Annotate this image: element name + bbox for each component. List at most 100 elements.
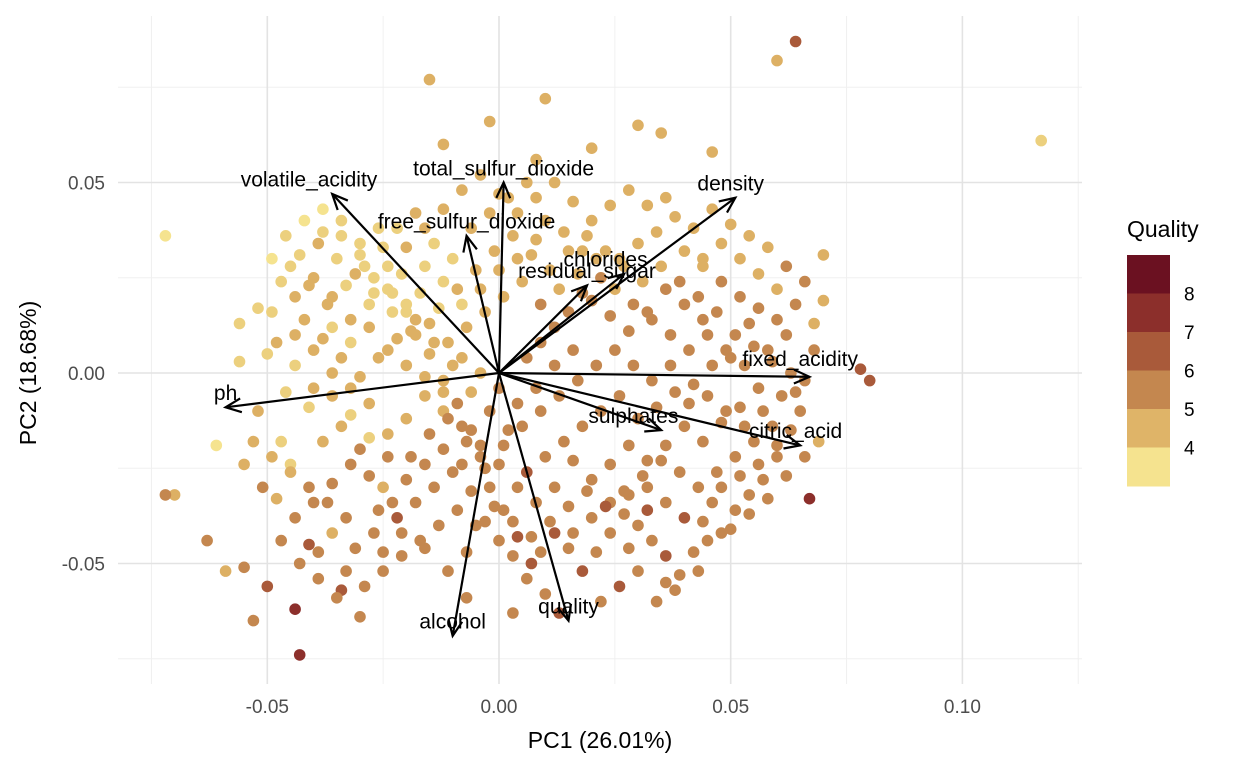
- data-point: [715, 237, 728, 250]
- data-point: [576, 245, 589, 257]
- data-point: [423, 317, 436, 330]
- data-point: [548, 176, 561, 189]
- legend-key: [1127, 370, 1170, 410]
- data-point: [275, 275, 288, 288]
- data-point: [521, 572, 533, 585]
- data-point: [419, 458, 431, 471]
- data-point: [210, 439, 223, 452]
- data-point: [340, 512, 352, 524]
- data-point: [590, 359, 603, 372]
- data-point: [678, 298, 691, 311]
- loading-arrows: [222, 179, 813, 639]
- data-point: [752, 382, 765, 395]
- scatter-points: [159, 35, 1047, 661]
- data-point: [780, 260, 793, 273]
- x-tick-label: 0.05: [712, 697, 749, 718]
- data-point: [650, 595, 663, 608]
- data-point: [335, 420, 348, 433]
- data-point: [697, 435, 709, 448]
- data-point: [669, 386, 681, 398]
- data-point: [724, 523, 737, 535]
- data-point: [317, 435, 329, 448]
- data-point: [604, 458, 616, 471]
- loading-label-volatile_acidity: volatile_acidity: [241, 169, 378, 192]
- data-point: [363, 298, 376, 311]
- data-point: [289, 603, 301, 615]
- data-point: [382, 451, 394, 463]
- data-point: [377, 546, 389, 558]
- data-point: [692, 291, 705, 303]
- data-point: [298, 214, 311, 227]
- data-point: [678, 512, 691, 524]
- data-point: [636, 470, 649, 482]
- data-point: [307, 382, 320, 395]
- data-point: [548, 481, 561, 494]
- data-point: [511, 481, 524, 494]
- data-point: [567, 344, 579, 356]
- data-point: [669, 584, 681, 596]
- data-point: [553, 607, 565, 619]
- data-point: [734, 291, 746, 303]
- data-point: [655, 260, 667, 273]
- loading-arrow-residual_sugar: [498, 284, 588, 374]
- data-point: [502, 191, 515, 204]
- data-point: [548, 527, 561, 539]
- loading-arrow-sulphates: [498, 371, 662, 432]
- data-point: [446, 252, 459, 265]
- data-point: [692, 481, 705, 494]
- data-point: [456, 352, 468, 364]
- data-point: [266, 252, 278, 265]
- data-point: [442, 412, 454, 425]
- data-point: [683, 397, 695, 410]
- data-point: [382, 344, 394, 356]
- data-point: [585, 214, 598, 227]
- data-point: [660, 496, 672, 509]
- loading-label-alcohol: alcohol: [419, 611, 486, 634]
- data-point: [465, 222, 478, 234]
- data-point: [159, 230, 172, 242]
- data-point: [363, 321, 376, 334]
- data-point: [762, 344, 774, 356]
- legend-title: Quality: [1127, 216, 1199, 242]
- data-point: [493, 534, 505, 547]
- data-point: [391, 512, 403, 524]
- data-point: [428, 336, 440, 349]
- data-point: [233, 317, 246, 330]
- data-point: [715, 527, 728, 539]
- data-point: [757, 405, 769, 417]
- data-point: [446, 359, 459, 372]
- data-point: [442, 565, 454, 577]
- data-point: [687, 378, 700, 391]
- data-point: [632, 119, 644, 132]
- data-point: [789, 298, 802, 311]
- data-point: [382, 428, 394, 440]
- data-point: [326, 367, 339, 379]
- data-point: [400, 241, 413, 254]
- y-tick-label: 0.00: [68, 364, 105, 385]
- data-point: [534, 546, 547, 558]
- data-point: [724, 218, 737, 231]
- data-point: [534, 405, 547, 417]
- data-point: [706, 359, 718, 372]
- loading-label-sulphates: sulphates: [588, 405, 678, 428]
- data-point: [752, 302, 765, 315]
- arrow-head-chlorides: [607, 272, 627, 290]
- data-point: [238, 458, 250, 471]
- data-point: [585, 142, 598, 154]
- data-point: [711, 306, 723, 318]
- data-point: [771, 283, 783, 296]
- data-point: [854, 363, 867, 376]
- data-point: [711, 466, 723, 478]
- data-point: [428, 237, 440, 250]
- data-point: [548, 359, 561, 372]
- data-point: [697, 313, 709, 326]
- data-point: [673, 466, 686, 478]
- data-point: [660, 283, 672, 296]
- data-point: [660, 576, 672, 589]
- data-point: [715, 275, 728, 288]
- data-point: [368, 287, 380, 299]
- data-point: [368, 527, 380, 539]
- data-point: [752, 458, 765, 471]
- data-point: [511, 207, 524, 219]
- data-point: [372, 504, 385, 516]
